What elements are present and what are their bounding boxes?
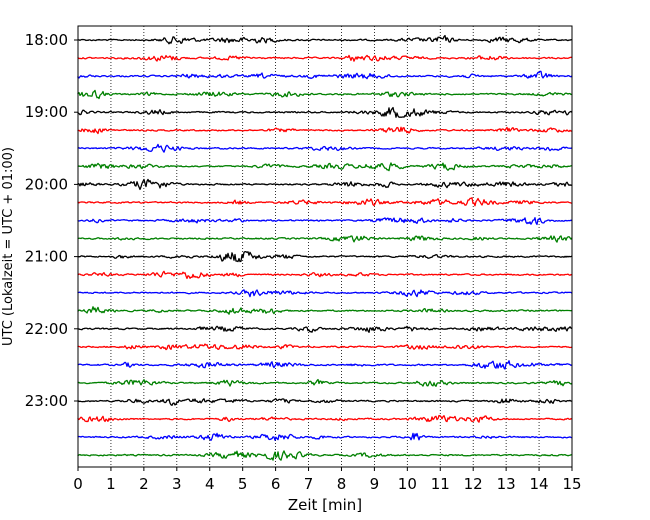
y-tick-label: 21:00 xyxy=(25,248,68,266)
y-tick-label: 20:00 xyxy=(25,175,68,193)
trace-line xyxy=(77,289,573,298)
y-tick-label: 22:00 xyxy=(25,320,68,338)
trace-line xyxy=(77,197,573,207)
trace-line xyxy=(77,325,573,333)
trace-line xyxy=(77,217,573,226)
x-tick-label: 11 xyxy=(431,475,450,493)
y-tick-label: 23:00 xyxy=(25,392,68,410)
trace-line xyxy=(77,270,573,280)
x-tick-label: 10 xyxy=(398,475,417,493)
x-tick-label: 13 xyxy=(497,475,516,493)
x-tick-label: 9 xyxy=(370,475,380,493)
y-axis-label: UTC (Lokalzeit = UTC + 01:00) xyxy=(1,147,16,346)
trace-line xyxy=(77,432,573,441)
y-tick-label: 18:00 xyxy=(25,31,68,49)
x-tick-label: 6 xyxy=(271,475,281,493)
trace-line xyxy=(77,178,573,191)
trace-line xyxy=(77,398,573,406)
x-tick-label: 4 xyxy=(205,475,215,493)
trace-line xyxy=(77,70,573,80)
x-tick-label: 3 xyxy=(172,475,182,493)
y-tick-label: 19:00 xyxy=(25,103,68,121)
x-axis: 0 1 2 3 4 5 6 7 8 9 10 11 12 13 14 15 xyxy=(73,467,582,493)
trace-line xyxy=(77,306,573,315)
trace-line xyxy=(77,162,573,172)
x-tick-label: 7 xyxy=(304,475,314,493)
trace-lines xyxy=(77,34,573,461)
trace-line xyxy=(77,106,573,118)
trace-line xyxy=(77,54,573,62)
x-tick-label: 0 xyxy=(73,475,83,493)
x-tick-label: 5 xyxy=(238,475,248,493)
x-tick-label: 1 xyxy=(106,475,116,493)
x-tick-label: 8 xyxy=(337,475,347,493)
x-tick-label: 15 xyxy=(562,475,581,493)
x-tick-label: 14 xyxy=(530,475,549,493)
trace-line xyxy=(77,143,573,153)
trace-line xyxy=(77,378,573,387)
trace-line xyxy=(77,450,573,461)
x-axis-label: Zeit [min] xyxy=(288,496,362,514)
trace-line xyxy=(77,360,573,370)
trace-line xyxy=(77,343,573,351)
trace-line xyxy=(77,89,573,100)
trace-line xyxy=(77,250,573,263)
x-tick-label: 2 xyxy=(139,475,149,493)
x-tick-label: 12 xyxy=(464,475,483,493)
trace-line xyxy=(77,126,573,135)
plot-frame xyxy=(77,25,573,468)
trace-line xyxy=(77,34,573,45)
y-axis: 18:00 19:00 20:00 21:00 22:00 23:00 xyxy=(25,31,78,410)
trace-line xyxy=(77,414,573,423)
trace-line xyxy=(77,235,573,243)
